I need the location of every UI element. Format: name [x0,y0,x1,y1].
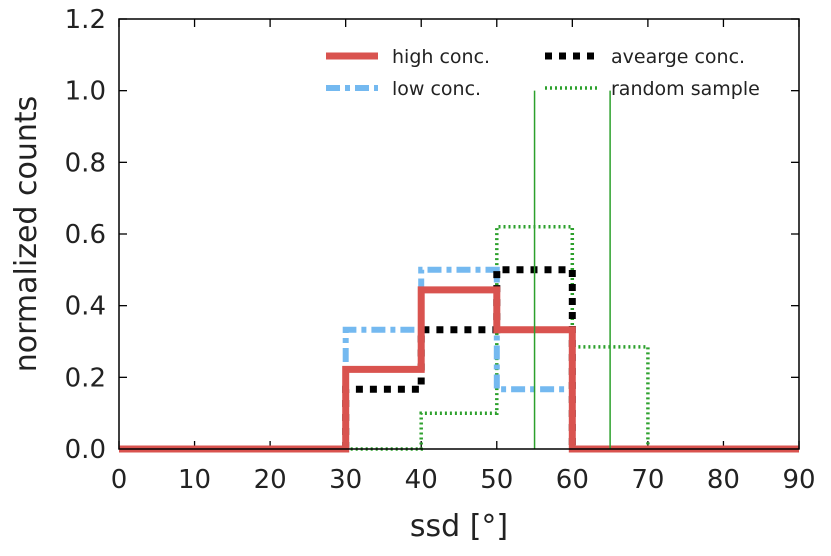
legend: high conc. avearge conc. low conc. random s… [326,46,760,100]
legend-label: avearge conc. [611,46,745,68]
x-tick-label: 30 [329,465,362,495]
x-tick-label: 60 [556,465,589,495]
x-axis-label: ssd [°] [410,509,508,544]
y-tick-label: 0.6 [65,220,106,250]
y-tick-label: 0.0 [65,435,106,465]
legend-label: high conc. [392,46,490,68]
legend-label: random sample [611,78,760,100]
series-layer [119,90,799,453]
plot-frame [118,18,800,450]
x-tick-label: 70 [631,465,664,495]
legend-label: low conc. [392,78,481,100]
x-tick-label: 90 [782,465,815,495]
x-tick-label: 20 [254,465,287,495]
y-tick-label: 1.0 [65,77,106,107]
x-tick-label: 80 [707,465,740,495]
tick-labels: 0 10 20 30 40 50 60 70 80 90 0.0 0.2 0.4 0.6 0.8 1.0 1.2 [65,5,816,495]
series-avearge-conc-line [342,266,576,449]
x-tick-label: 10 [178,465,211,495]
y-tick-label: 0.8 [65,148,106,178]
series-high-conc-line [119,286,799,453]
x-tick-label: 40 [405,465,438,495]
y-tick-label: 1.2 [65,5,106,35]
x-tick-label: 0 [111,465,128,495]
y-axis-label: normalized counts [9,96,44,373]
y-tick-label: 0.2 [65,363,106,393]
series-low-conc-line [342,266,576,449]
x-tick-label: 50 [480,465,513,495]
y-tick-label: 0.4 [65,292,106,322]
